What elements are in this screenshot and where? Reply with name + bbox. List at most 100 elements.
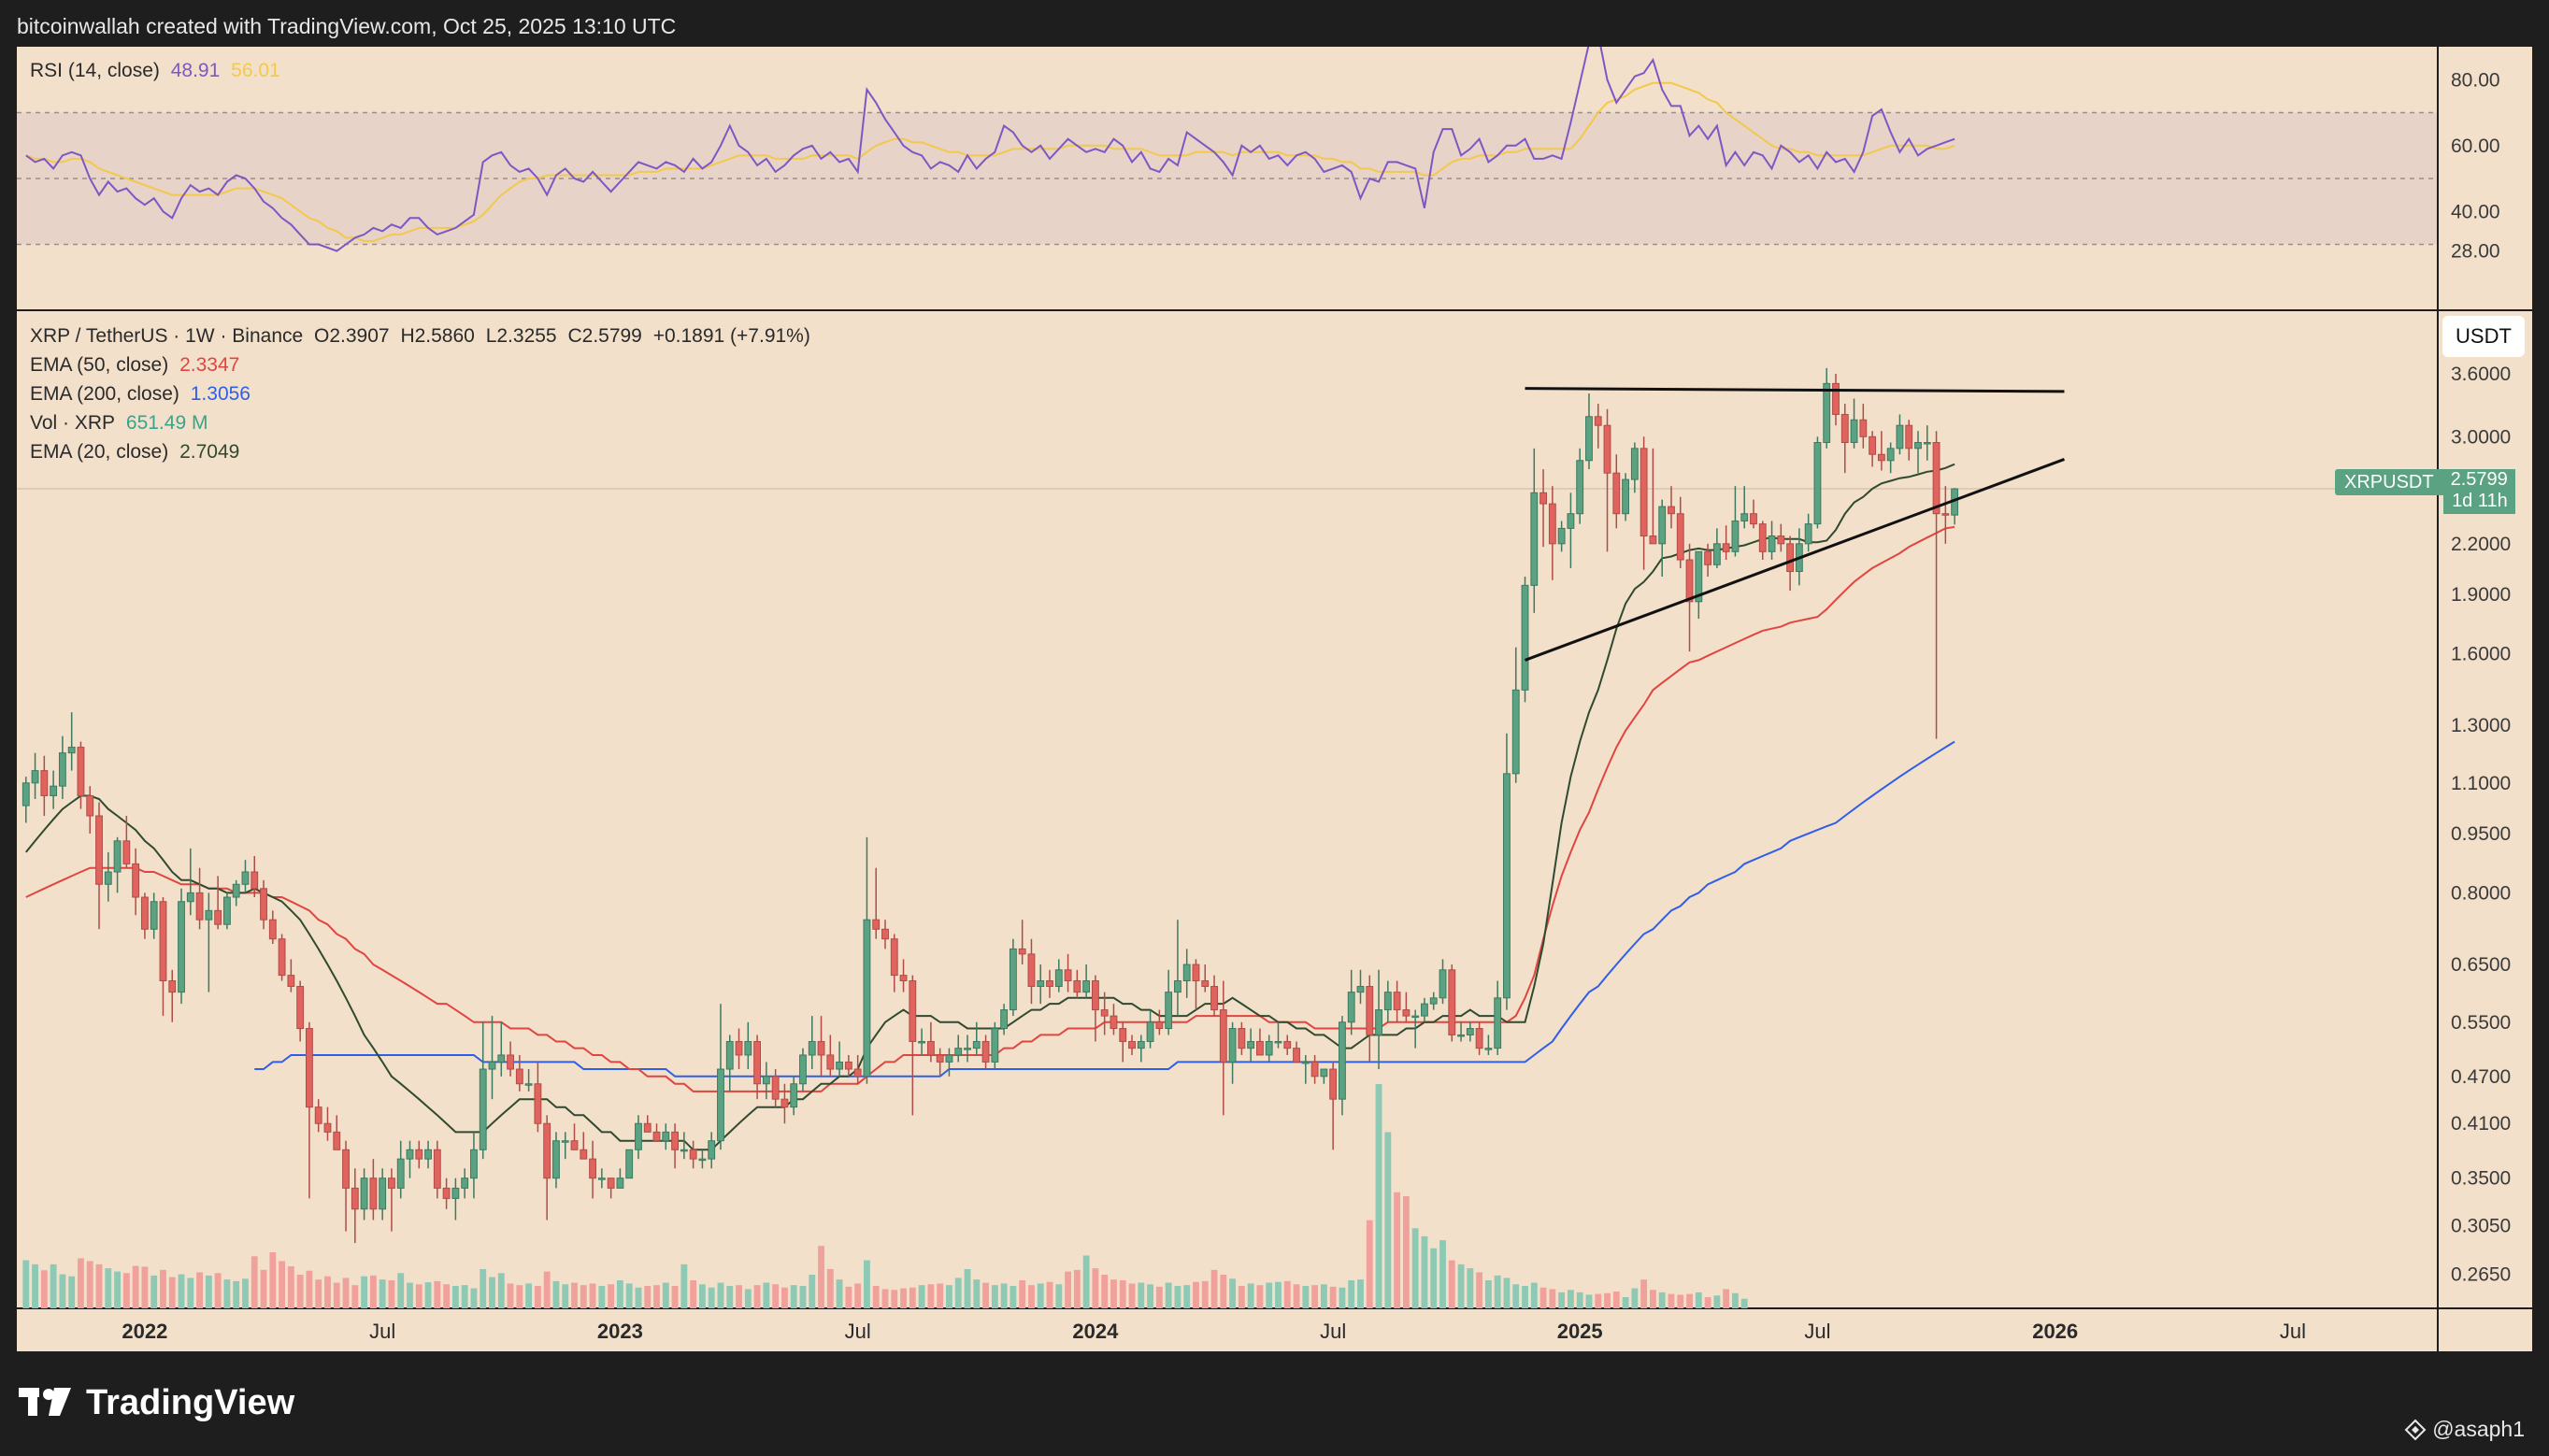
candle-body <box>1758 523 1767 552</box>
candle-body <box>1622 478 1630 515</box>
candle-body <box>1786 543 1795 573</box>
volume-bar <box>1723 1289 1730 1308</box>
candle-body <box>1750 513 1757 525</box>
volume-bar <box>306 1270 313 1308</box>
currency-unit-button[interactable]: USDT <box>2442 316 2525 357</box>
trendline-support <box>1524 458 2065 662</box>
ema50-legend[interactable]: EMA (50, close) 2.3347 <box>30 354 245 377</box>
symbol-legend[interactable]: XRP / TetherUS · 1W · Binance O2.3907 H2… <box>30 325 816 348</box>
volume-bar <box>543 1271 551 1308</box>
candle-body <box>570 1140 579 1150</box>
volume-bar <box>1549 1289 1556 1308</box>
price-tick-label: 1.1000 <box>2451 773 2511 794</box>
candle-body <box>1777 535 1785 545</box>
candle-body <box>616 1178 624 1189</box>
volume-bar <box>854 1283 862 1308</box>
time-tick-label: 2023 <box>597 1320 643 1343</box>
last-price-tag: XRPUSDT 2.5799 1d 11h <box>2335 469 2515 514</box>
volume-bar <box>1384 1132 1392 1308</box>
candle-body <box>1695 550 1703 603</box>
volume-bar <box>361 1276 368 1308</box>
price-tick-label: 0.5500 <box>2451 1012 2511 1034</box>
volume-bar <box>470 1288 478 1308</box>
ema20-legend[interactable]: EMA (20, close) 2.7049 <box>30 441 245 464</box>
volume-bar <box>324 1276 331 1308</box>
volume-bar <box>1704 1297 1711 1308</box>
volume-bar <box>845 1286 852 1308</box>
candle-body <box>1658 506 1667 545</box>
candle-body <box>1146 1021 1154 1042</box>
candle-body <box>1886 448 1895 462</box>
ema200-legend[interactable]: EMA (200, close) 1.3056 <box>30 383 256 406</box>
volume-bar <box>415 1284 422 1308</box>
volume-bar <box>68 1276 76 1308</box>
volume-legend[interactable]: Vol · XRP 651.49 M <box>30 412 213 435</box>
candle-body <box>1840 413 1849 444</box>
volume-bar <box>1010 1286 1017 1308</box>
time-tick-label: 2022 <box>122 1320 167 1343</box>
volume-bar <box>1740 1298 1748 1308</box>
candle-body <box>1000 1009 1009 1030</box>
chart-area[interactable]: 3.60003.00002.50002.20001.90001.60001.30… <box>17 47 2532 1351</box>
candle-body <box>1073 980 1081 993</box>
candle-body <box>40 770 49 796</box>
volume-bar <box>1238 1286 1245 1308</box>
volume-bar <box>1357 1279 1364 1308</box>
candle-body <box>1375 1009 1382 1035</box>
candle-body <box>1832 382 1840 415</box>
volume-bar <box>1302 1286 1310 1308</box>
candle-body <box>1046 980 1053 988</box>
candle-body <box>1165 992 1173 1030</box>
volume-bar <box>1567 1290 1574 1308</box>
volume-bar <box>50 1263 57 1308</box>
candle-body <box>186 892 194 903</box>
candle-body <box>232 883 240 898</box>
candle-body <box>680 1149 688 1152</box>
candle-body <box>954 1048 963 1056</box>
volume-bar <box>105 1268 112 1308</box>
candle-body <box>205 909 213 921</box>
volume-bar <box>900 1288 907 1308</box>
volume-bar <box>525 1283 533 1308</box>
volume-bar <box>1677 1294 1684 1308</box>
volume-bar <box>178 1274 185 1308</box>
ema50-legend-value: 2.3347 <box>179 354 240 376</box>
candle-body <box>780 1098 789 1108</box>
volume-bar <box>315 1279 322 1308</box>
candle-body <box>643 1122 652 1133</box>
candle-body <box>817 1040 825 1056</box>
author-badge-icon <box>2404 1419 2427 1440</box>
ema20-legend-label: EMA (20, close) <box>30 441 169 463</box>
volume-bar <box>160 1269 166 1308</box>
candle-body <box>561 1140 569 1143</box>
tradingview-logo[interactable]: TradingView <box>19 1383 294 1423</box>
price-tick-label: 0.3500 <box>2451 1168 2511 1190</box>
ema200-legend-value: 1.3056 <box>190 383 251 405</box>
candle-body <box>1905 424 1913 450</box>
volume-bar <box>342 1278 350 1308</box>
chart-canvas[interactable]: 3.60003.00002.50002.20001.90001.60001.30… <box>17 47 2532 1351</box>
candle-body <box>1082 980 1091 993</box>
candle-body <box>652 1131 661 1142</box>
candle-body <box>981 1040 990 1063</box>
price-tag-symbol: XRPUSDT <box>2335 469 2443 495</box>
time-tick-label: Jul <box>1320 1320 1346 1343</box>
author-credit[interactable]: @asaph1 <box>2404 1417 2525 1442</box>
currency-unit-label: USDT <box>2456 324 2512 348</box>
volume-bar <box>1467 1268 1474 1308</box>
volume-bar <box>1119 1280 1126 1308</box>
rsi-legend[interactable]: RSI (14, close) 48.91 56.01 <box>30 60 286 82</box>
volume-bar <box>168 1277 176 1308</box>
volume-bar <box>59 1274 66 1308</box>
candle-body <box>241 871 250 885</box>
volume-bar <box>662 1282 669 1308</box>
symbol-title: XRP / TetherUS · 1W · Binance <box>30 325 304 347</box>
candle-body <box>58 752 66 787</box>
ema200-line <box>254 740 1955 1078</box>
volume-bar <box>954 1278 962 1308</box>
ohlc-high: H2.5860 <box>400 325 475 347</box>
tradingview-logo-icon <box>19 1387 71 1416</box>
candle-body <box>580 1149 588 1160</box>
volume-bar <box>279 1261 286 1308</box>
volume-bar <box>1457 1263 1465 1308</box>
